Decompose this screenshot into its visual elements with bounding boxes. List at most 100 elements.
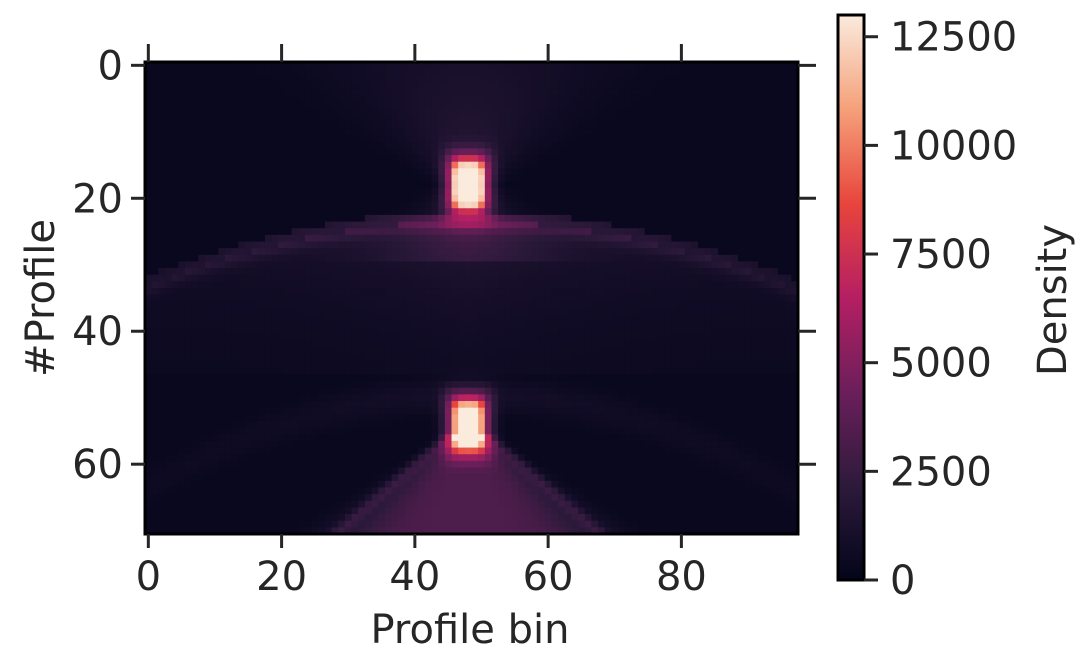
heatmap-cell bbox=[171, 361, 179, 369]
heatmap-cell bbox=[524, 254, 533, 263]
heatmap-cell bbox=[145, 394, 153, 402]
heatmap-cell bbox=[431, 274, 439, 282]
heatmap-cell bbox=[291, 155, 299, 163]
heatmap-cell bbox=[498, 374, 506, 382]
heatmap-cell bbox=[704, 115, 712, 123]
heatmap-cell bbox=[238, 281, 246, 289]
heatmap-cell bbox=[784, 175, 792, 183]
heatmap-cell bbox=[638, 221, 646, 229]
heatmap-cell bbox=[731, 248, 739, 256]
heatmap-cell bbox=[404, 361, 413, 369]
heatmap-cell bbox=[158, 268, 166, 276]
heatmap-cell bbox=[324, 75, 333, 83]
heatmap-cell bbox=[638, 387, 646, 395]
heatmap-cell bbox=[598, 268, 606, 276]
heatmap-cell bbox=[278, 115, 286, 123]
heatmap-cell bbox=[191, 221, 199, 229]
heatmap-cell bbox=[518, 221, 526, 229]
heatmap-cell bbox=[451, 301, 459, 309]
heatmap-cell bbox=[578, 148, 586, 156]
heatmap-cell bbox=[604, 387, 613, 395]
heatmap-cell bbox=[544, 115, 553, 123]
heatmap-cell bbox=[671, 374, 679, 382]
heatmap-cell bbox=[191, 241, 199, 249]
heatmap-cell bbox=[504, 148, 513, 156]
heatmap-cell bbox=[498, 62, 506, 70]
heatmap-cell bbox=[358, 341, 366, 349]
heatmap-cell bbox=[698, 228, 706, 236]
heatmap-cell bbox=[758, 314, 766, 322]
heatmap-cell bbox=[744, 367, 752, 376]
heatmap-cell bbox=[145, 188, 153, 196]
heatmap-cell bbox=[204, 314, 213, 322]
heatmap-cell bbox=[411, 274, 419, 282]
heatmap-cell bbox=[764, 214, 772, 223]
heatmap-cell bbox=[704, 155, 712, 163]
heatmap-cell bbox=[304, 288, 313, 296]
heatmap-cell bbox=[378, 188, 386, 196]
heatmap-cell bbox=[791, 294, 799, 302]
heatmap-cell bbox=[778, 175, 786, 183]
heatmap-cell bbox=[538, 301, 546, 309]
heatmap-cell bbox=[711, 394, 719, 402]
heatmap-cell bbox=[184, 221, 193, 229]
heatmap-cell bbox=[498, 121, 506, 130]
heatmap-cell bbox=[384, 135, 393, 143]
heatmap-cell bbox=[351, 347, 359, 356]
heatmap-cell bbox=[738, 141, 746, 150]
heatmap-cell bbox=[731, 281, 739, 289]
heatmap-cell bbox=[431, 194, 439, 203]
heatmap-cell bbox=[358, 75, 366, 83]
heatmap-cell bbox=[264, 288, 273, 296]
heatmap-cell bbox=[651, 135, 659, 143]
heatmap-cell bbox=[764, 81, 772, 90]
heatmap-cell bbox=[384, 181, 393, 189]
heatmap-cell bbox=[658, 128, 666, 136]
heatmap-cell bbox=[631, 141, 639, 150]
heatmap-cell bbox=[524, 221, 533, 229]
heatmap-cell bbox=[584, 95, 593, 103]
heatmap-cell bbox=[431, 321, 439, 329]
heatmap-cell bbox=[558, 321, 566, 329]
heatmap-cell bbox=[371, 62, 379, 70]
heatmap-cell bbox=[658, 394, 666, 402]
heatmap-cell bbox=[218, 361, 226, 369]
heatmap-cell bbox=[145, 314, 153, 322]
heatmap-cell bbox=[491, 241, 499, 249]
heatmap-cell bbox=[558, 367, 566, 376]
heatmap-cell bbox=[684, 314, 692, 322]
heatmap-cell bbox=[758, 334, 766, 342]
heatmap-cell bbox=[158, 241, 166, 249]
heatmap-cell bbox=[778, 101, 786, 110]
heatmap-cell bbox=[398, 327, 406, 336]
heatmap-cell bbox=[398, 261, 406, 269]
heatmap-cell bbox=[738, 221, 746, 229]
heatmap-cell bbox=[758, 128, 766, 136]
heatmap-cell bbox=[331, 381, 339, 389]
heatmap-cell bbox=[484, 374, 493, 382]
heatmap-cell bbox=[718, 387, 726, 395]
heatmap-cell bbox=[364, 181, 373, 189]
heatmap-cell bbox=[504, 155, 513, 163]
heatmap-cell bbox=[311, 288, 319, 296]
heatmap-cell bbox=[691, 115, 699, 123]
heatmap-cell bbox=[164, 367, 173, 376]
heatmap-cell bbox=[724, 248, 732, 256]
heatmap-cell bbox=[604, 175, 613, 183]
heatmap-cell bbox=[164, 334, 173, 342]
heatmap-cell bbox=[151, 115, 159, 123]
heatmap-cell bbox=[398, 188, 406, 196]
heatmap-cell bbox=[158, 394, 166, 402]
heatmap-cell bbox=[571, 141, 579, 150]
heatmap-cell bbox=[718, 254, 726, 263]
heatmap-cell bbox=[704, 268, 712, 276]
heatmap-cell bbox=[598, 288, 606, 296]
heatmap-cell bbox=[431, 254, 439, 263]
heatmap-cell bbox=[664, 301, 672, 309]
heatmap-cell bbox=[664, 121, 672, 130]
heatmap-cell bbox=[558, 234, 566, 243]
heatmap-cell bbox=[184, 394, 193, 402]
heatmap-cell bbox=[331, 148, 339, 156]
heatmap-cell bbox=[151, 175, 159, 183]
heatmap-cell bbox=[738, 387, 746, 395]
